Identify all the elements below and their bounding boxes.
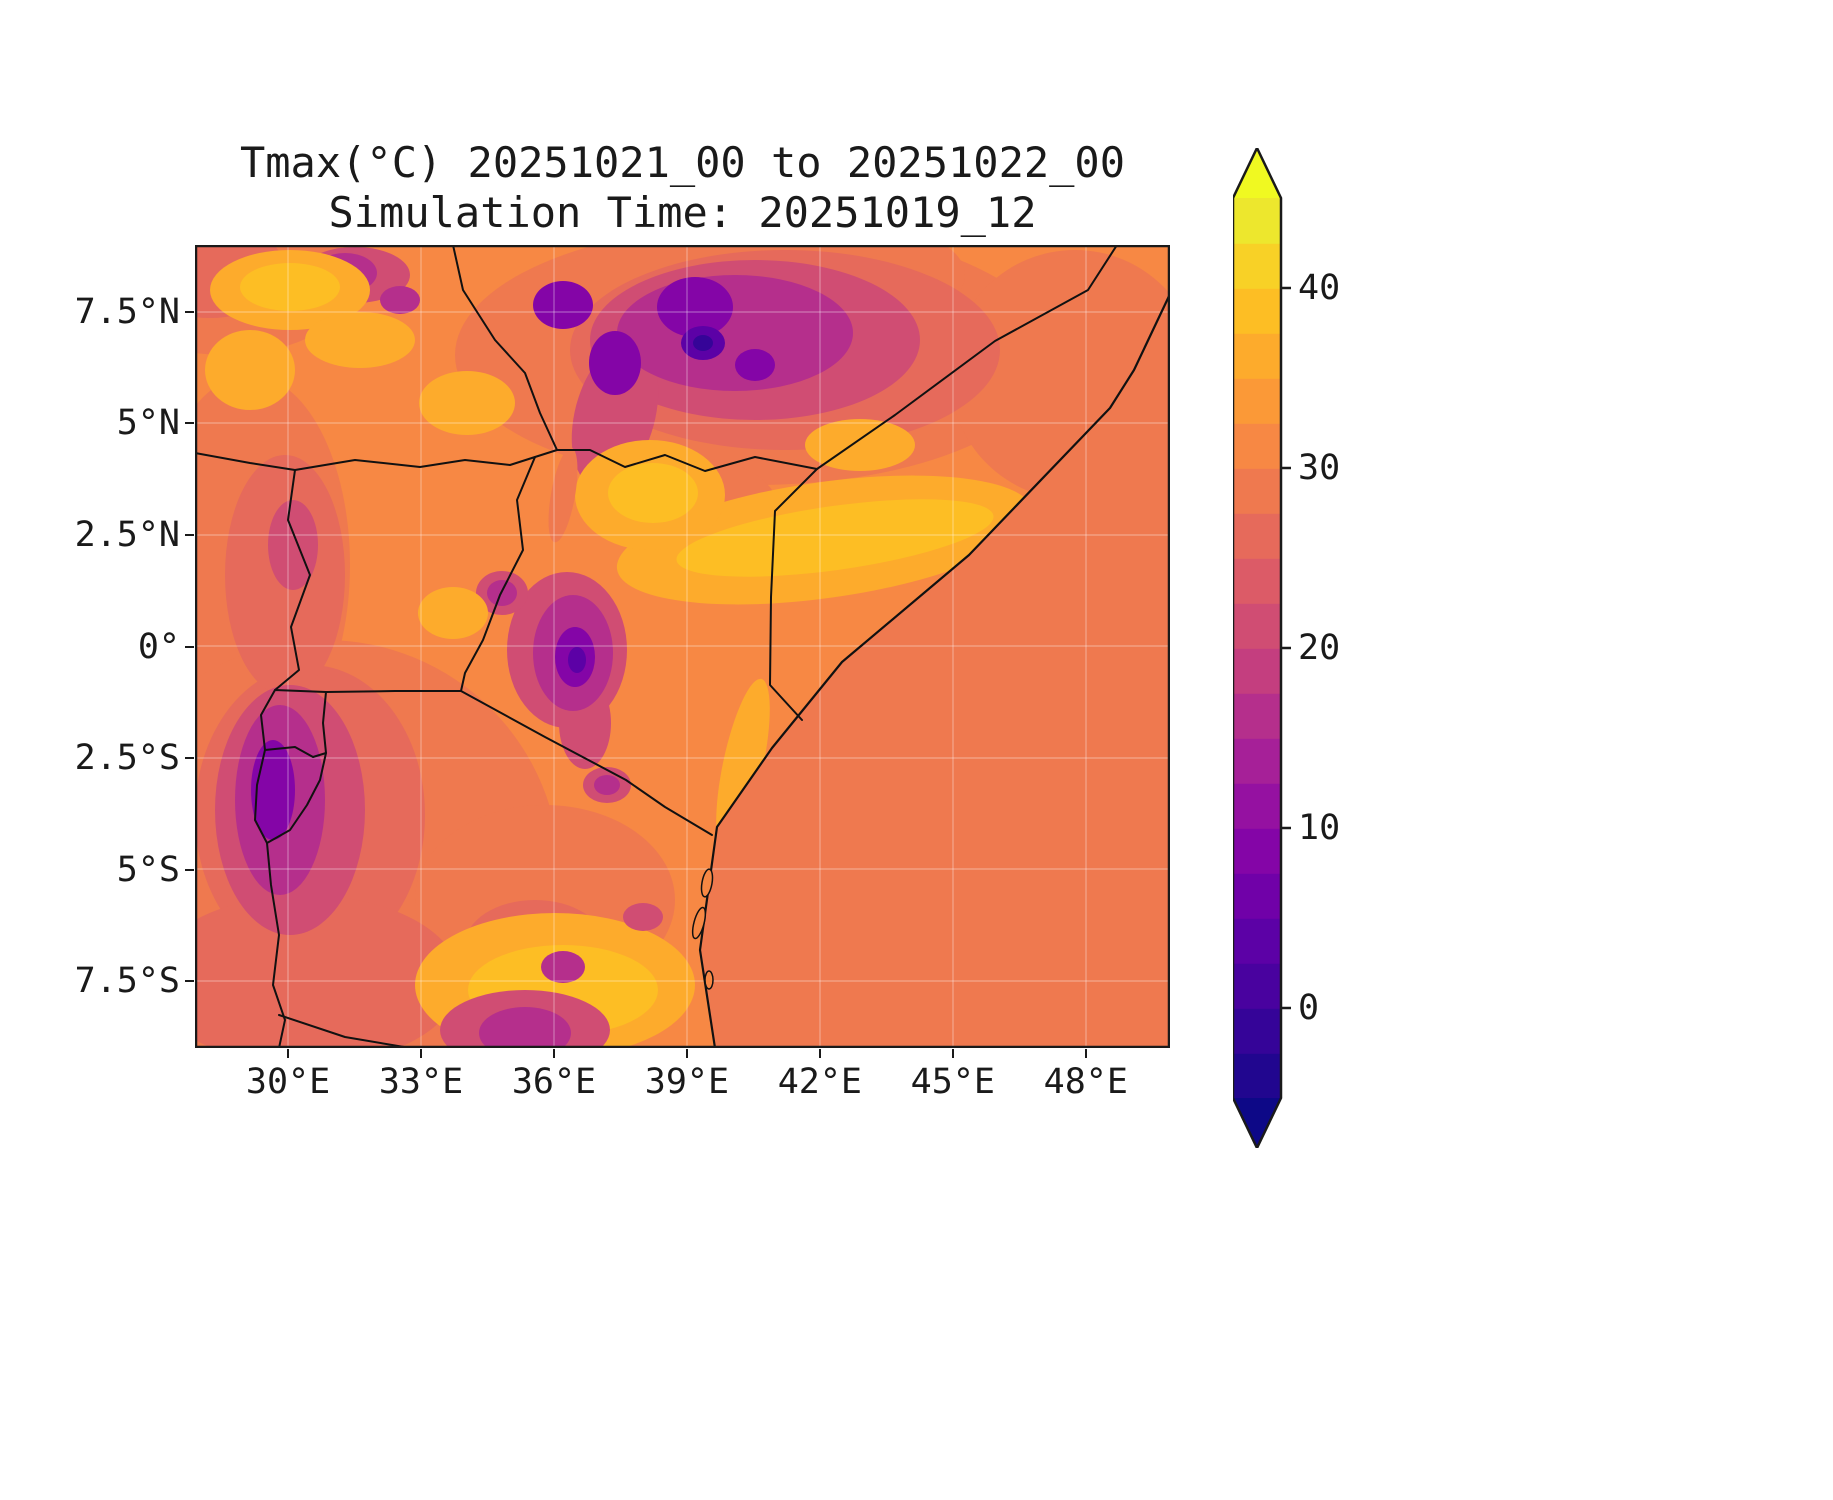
- lake-turkana: [548, 447, 578, 543]
- y-tick-label: 2.5°N: [74, 514, 180, 555]
- border-tanzania-drc: [266, 842, 286, 1048]
- x-tick-mark: [420, 1049, 423, 1058]
- x-tick-mark: [818, 1049, 821, 1058]
- y-tick-label: 5°S: [116, 849, 180, 890]
- border-tanzania-south: [278, 1014, 411, 1048]
- map-frame: [195, 245, 1170, 1048]
- border-uganda-kenya: [460, 456, 536, 692]
- coastline: [698, 292, 1170, 1048]
- colorbar-tick-label: 30: [1298, 448, 1341, 488]
- x-tick-label: 36°E: [511, 1062, 597, 1102]
- y-tick-mark: [185, 533, 194, 536]
- border-uganda-tanzania: [325, 690, 462, 693]
- temp-coldest-spot: [693, 335, 713, 351]
- border-ethiopia-kenya: [556, 449, 818, 472]
- y-tick-label: 7.5°S: [74, 961, 180, 1002]
- border-southsudan-ethiopia: [452, 245, 558, 451]
- border-uganda-drc: [274, 469, 311, 691]
- plot-subtitle: Simulation Time: 20251019_12: [328, 188, 1037, 237]
- y-tick-mark: [185, 422, 194, 425]
- y-tick-mark: [185, 980, 194, 983]
- x-tick-mark: [951, 1049, 954, 1058]
- x-tick-mark: [287, 1049, 290, 1058]
- x-tick-label: 30°E: [245, 1062, 331, 1102]
- x-tick-mark: [685, 1049, 688, 1058]
- ocean-region: [700, 294, 1170, 1048]
- border-ethiopia-somalia: [816, 245, 1118, 470]
- border-kenya-tanzania: [460, 690, 713, 836]
- y-tick-mark: [185, 757, 194, 760]
- colorbar-outline: [1233, 148, 1283, 1148]
- border-rwanda: [260, 689, 327, 758]
- colorbar-over-arrow: [1233, 148, 1281, 198]
- y-tick-label: 0°: [137, 626, 180, 667]
- country-borders: [195, 245, 1170, 1048]
- y-tick-label: 7.5°N: [74, 291, 180, 332]
- x-tick-label: 42°E: [777, 1062, 863, 1102]
- colorbar-tick-label: 40: [1298, 268, 1341, 308]
- border-kenya-somalia: [769, 468, 818, 721]
- border-burundi: [254, 749, 327, 844]
- x-tick-label: 45°E: [910, 1062, 995, 1102]
- colorbar-segments: [1233, 198, 1281, 1099]
- temp-band-37-40: [240, 263, 994, 1035]
- temp-highland-spots: [440, 903, 663, 1048]
- y-tick-label: 5°N: [116, 403, 180, 444]
- border-southsudan-uganda: [195, 449, 558, 471]
- map-plot: [195, 245, 1170, 1048]
- y-tick-mark: [185, 868, 194, 871]
- colorbar-tick-marks: [1281, 286, 1291, 1010]
- x-tick-label: 48°E: [1043, 1062, 1128, 1102]
- x-tick-mark: [1084, 1049, 1087, 1058]
- colorbar: [1233, 148, 1291, 1148]
- x-tick-mark: [552, 1049, 555, 1058]
- x-tick-label: 33°E: [378, 1062, 464, 1102]
- y-tick-mark: [185, 310, 194, 313]
- colorbar-tick-label: 20: [1298, 628, 1341, 668]
- colorbar-tick-label: 10: [1298, 808, 1341, 848]
- graticule: [195, 245, 1170, 1048]
- x-tick-label: 39°E: [644, 1062, 730, 1102]
- colorbar-under-arrow: [1233, 1098, 1281, 1148]
- y-tick-label: 2.5°S: [74, 738, 180, 779]
- y-tick-mark: [185, 645, 194, 648]
- plot-title: Tmax(°C) 20251021_00 to 20251022_00: [239, 138, 1125, 187]
- colorbar-tick-label: 0: [1298, 988, 1320, 1028]
- islands: [691, 868, 714, 990]
